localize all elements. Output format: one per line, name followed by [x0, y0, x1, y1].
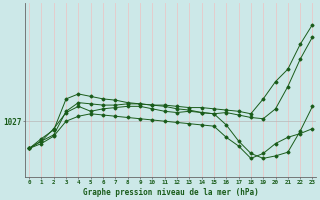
- X-axis label: Graphe pression niveau de la mer (hPa): Graphe pression niveau de la mer (hPa): [83, 188, 259, 197]
